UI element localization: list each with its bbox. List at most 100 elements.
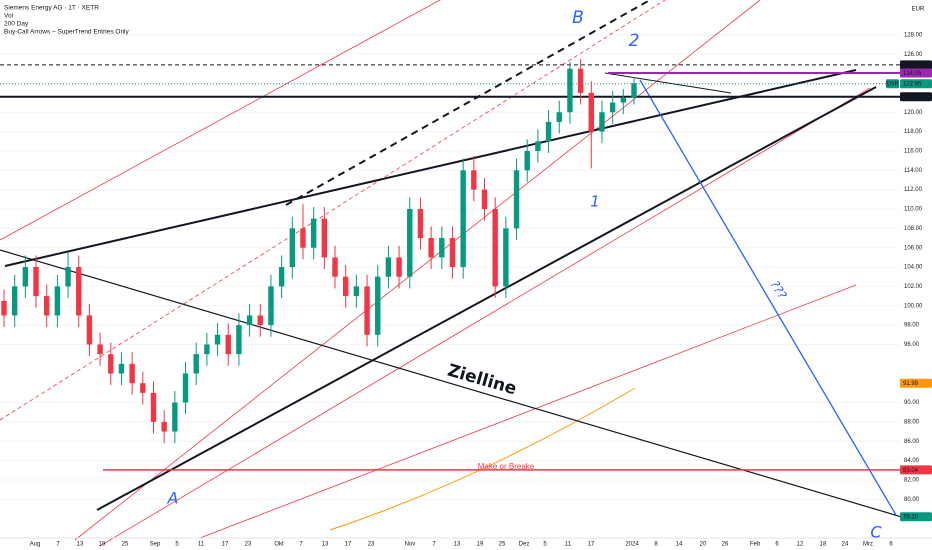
symbol-box: [886, 79, 899, 89]
x-tick-label: 20: [700, 542, 707, 548]
y-tick-label: 108.00: [904, 226, 923, 232]
candle-body: [599, 112, 605, 132]
levels: [0, 64, 900, 471]
candle-body: [86, 315, 93, 345]
annotation: 2: [629, 31, 640, 51]
y-tick-label: 84.00: [904, 458, 920, 464]
x-tick-label: 6: [889, 542, 893, 548]
drawings: [0, 0, 913, 547]
grid: [0, 34, 900, 500]
candle-body: [471, 170, 477, 190]
y-tick-label: 106.00: [904, 245, 923, 251]
annotation: A: [167, 489, 179, 508]
candle-body: [353, 286, 360, 297]
candle-body: [150, 392, 157, 422]
candle-body: [33, 267, 39, 297]
y-tick-label: 98.00: [904, 323, 920, 329]
y-tick-label: 80.00: [904, 497, 920, 503]
x-tick-label: 7: [432, 542, 436, 548]
annotation: 1: [590, 193, 600, 211]
price-label: 124.05: [903, 71, 922, 77]
trend-line: [285, 0, 651, 206]
candle-body: [257, 315, 263, 326]
candle-body: [535, 141, 541, 151]
candle-body: [225, 334, 231, 355]
x-tick-label: 23: [368, 542, 375, 548]
price-label: 83.04: [903, 468, 919, 474]
candle-body: [129, 363, 135, 384]
y-tick-label: 96.00: [904, 342, 920, 348]
candle-body: [375, 276, 381, 335]
candle-body: [278, 267, 285, 287]
y-tick-label: 100.00: [904, 303, 923, 309]
candle-body: [385, 257, 392, 277]
symbol-label: ENR: [886, 82, 899, 88]
y-tick-label: 112.00: [904, 187, 923, 193]
legend-line: Buy-Call Arrows – SuperTrend Entries Onl…: [4, 29, 130, 36]
candle-body: [11, 286, 18, 316]
x-tick-label: 26: [722, 542, 729, 548]
annotation: B: [572, 8, 584, 28]
candle-body: [236, 325, 242, 355]
x-tick-label: 23: [245, 542, 252, 548]
x-tick-label: Feb: [750, 542, 761, 548]
y-tick-label: 82.00: [904, 478, 920, 484]
y-tick-label: 128.00: [904, 32, 923, 38]
target-line: [0, 249, 913, 521]
candle-body: [118, 363, 125, 374]
candle-body: [620, 97, 627, 103]
y-tick-label: 86.00: [904, 439, 920, 445]
price-label-box: [900, 60, 932, 70]
candle-body: [449, 238, 456, 268]
candle-body: [428, 238, 434, 258]
price-label: 122.95: [903, 82, 922, 88]
y-tick-label: 126.00: [904, 52, 923, 58]
candle-body: [342, 276, 349, 297]
x-tick-label: 24: [842, 542, 849, 548]
price-label: 124.90: [903, 63, 922, 69]
x-tick-label: 5: [543, 542, 547, 548]
price-label-box: [900, 79, 932, 89]
x-tick-label: Aug: [30, 542, 41, 548]
y-tick-label: 118.00: [904, 129, 923, 135]
y-tick-label: 120.00: [904, 110, 923, 116]
price-label-box: [900, 512, 932, 522]
legend-line: 200 Day: [4, 21, 29, 28]
channel-line: [0, 0, 441, 241]
candle-body: [161, 421, 167, 432]
candle-body: [321, 218, 328, 258]
currency: EUR: [912, 7, 925, 13]
x-tick-label: 25: [499, 542, 506, 548]
price-label-box: [900, 68, 932, 78]
candle-body: [140, 383, 146, 393]
trend-line: [604, 72, 732, 94]
annotation: C: [870, 523, 882, 542]
legend-line: Vol: [4, 13, 14, 20]
candle-body: [417, 209, 424, 239]
y-tick-label: 114.00: [904, 168, 923, 174]
x-tick-label: 17: [222, 542, 229, 548]
x-tick-label: Okt: [274, 542, 284, 548]
x-tick-label: Dez: [519, 542, 530, 548]
candle-body: [108, 354, 114, 374]
y-tick-label: 110.00: [904, 207, 923, 213]
x-tick-label: 14: [676, 542, 683, 548]
projection-line: [639, 79, 897, 516]
x-tick-label: 13: [322, 542, 329, 548]
axes: 80.00 82.00 84.00 86.00 88.00 90.00 96.00 98.00…: [30, 32, 932, 548]
x-tick-label: 17: [588, 542, 595, 548]
price-axis: [900, 0, 932, 538]
candle-body: [332, 257, 338, 277]
y-tick-label: 90.00: [904, 400, 920, 406]
price-label-box: [900, 378, 932, 388]
x-tick-label: 18: [820, 542, 827, 548]
x-tick-label: 11: [198, 542, 205, 548]
candle-body: [204, 344, 210, 355]
candle-body: [577, 68, 584, 93]
x-tick-label: Nov: [405, 542, 416, 548]
x-tick-label: 5: [175, 542, 179, 548]
price-label: 121.60: [903, 95, 922, 101]
candle-body: [567, 68, 573, 113]
